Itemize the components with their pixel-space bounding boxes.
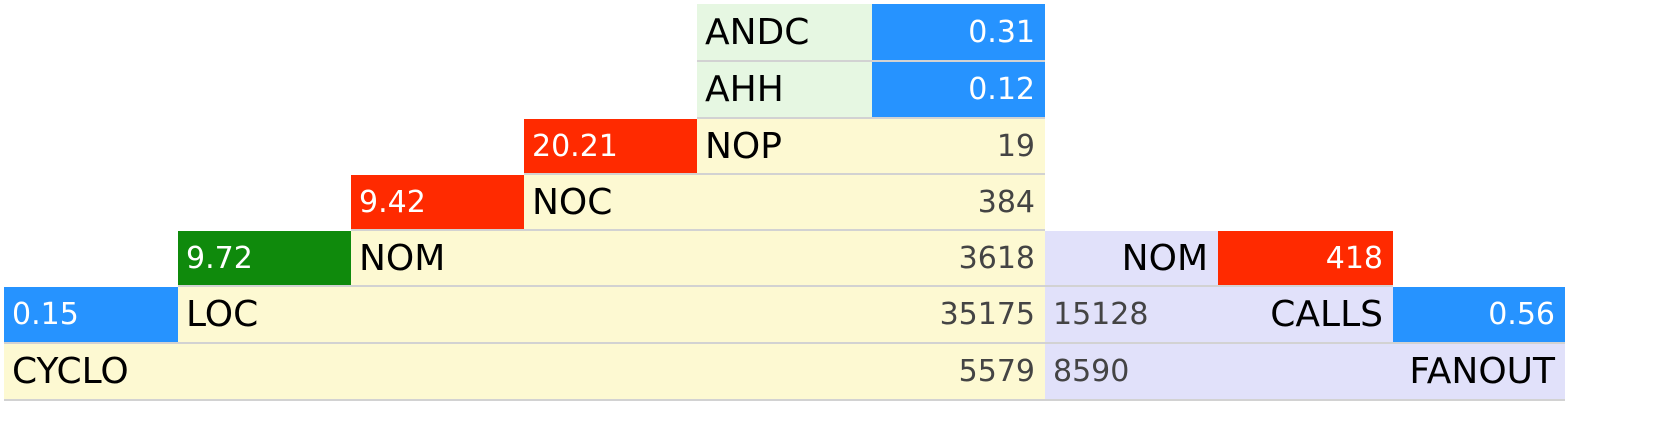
noc-label: NOC: [524, 175, 1045, 229]
noc-ratio: 9.42: [351, 175, 524, 229]
nop-label: NOP: [697, 119, 1045, 173]
grid-line: [697, 60, 1045, 62]
calls-ratio: 0.56: [1393, 287, 1565, 342]
loc-value: 35175: [939, 297, 1035, 332]
nop-value: 19: [996, 128, 1035, 164]
ahh-label: AHH: [697, 62, 872, 117]
calls-value: 15128: [1045, 287, 1218, 342]
andc-value: 0.31: [872, 4, 1045, 60]
fanout-label: FANOUT: [1393, 344, 1565, 399]
loc-label: LOC: [178, 287, 1045, 342]
fanout-value: 8590: [1045, 344, 1393, 399]
grid-line: [4, 342, 1565, 344]
nom-value: 3618: [958, 240, 1035, 276]
coupling-nom-label: NOM: [1045, 231, 1218, 285]
ahh-value: 0.12: [872, 62, 1045, 117]
loc-ratio: 0.15: [4, 287, 178, 342]
grid-line: [697, 117, 1045, 119]
cyclo-label: CYCLO: [4, 344, 1045, 399]
calls-label: CALLS: [1218, 287, 1393, 342]
noc-value: 384: [977, 184, 1035, 220]
grid-line: [524, 173, 1045, 175]
nom-label: NOM: [351, 231, 1045, 285]
nop-ratio: 20.21: [524, 119, 697, 173]
nom-ratio: 9.72: [178, 231, 351, 285]
grid-line: [4, 399, 1565, 401]
grid-line: [178, 285, 1393, 287]
coupling-nom-ratio: 418: [1218, 231, 1393, 285]
andc-label: ANDC: [697, 4, 872, 60]
cyclo-value: 5579: [958, 354, 1035, 389]
grid-line: [351, 229, 1045, 231]
